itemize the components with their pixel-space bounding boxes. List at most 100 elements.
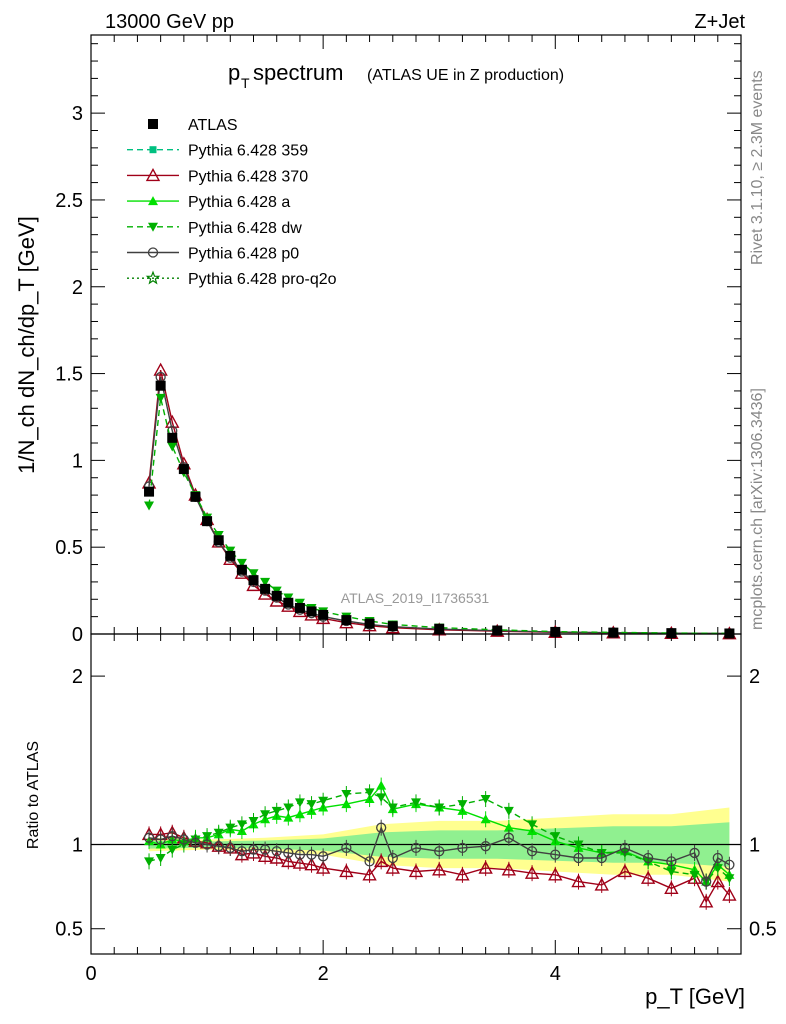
y-tick-label: 1 [72, 450, 83, 472]
ratio-point [434, 803, 445, 813]
atlas-data-point [318, 609, 329, 620]
atlas-data-point [260, 583, 271, 594]
atlas-data-point [225, 550, 236, 561]
ratio-point [722, 887, 737, 901]
ratio-point [526, 846, 538, 857]
ratio-point [364, 856, 375, 867]
ratio-point [167, 845, 178, 855]
ratio-point [689, 870, 700, 880]
ratio-point [385, 860, 400, 874]
ratio-point [373, 853, 389, 868]
ratio-point [144, 857, 155, 867]
ratio-point [155, 854, 166, 863]
ratio-point [617, 864, 633, 878]
header-left: 13000 GeV pp [105, 11, 234, 33]
ratio-point [408, 864, 424, 878]
ratio-point [213, 841, 224, 852]
atlas-data-point [387, 621, 398, 632]
y-tick-label: 1.5 [55, 364, 83, 386]
atlas-data-point [248, 575, 259, 586]
atlas-data-point [155, 380, 166, 391]
ratio-point [190, 837, 201, 848]
atlas-data-point [434, 623, 445, 634]
ratio-point [271, 806, 282, 816]
spectrum-point [260, 577, 271, 587]
ratio-point [480, 814, 491, 824]
atlas-data-point [666, 628, 677, 639]
spectrum-panel: 0 0.5 1 1.5 2 2.5 3 ATLAS_2019_I1736531 [55, 34, 742, 646]
ratio-series [141, 777, 737, 910]
ratio-point [457, 800, 468, 810]
ratio-point [143, 832, 155, 843]
spectrum-axis-ticks: 0 0.5 1 1.5 2 2.5 3 [55, 35, 741, 646]
ratio-point [596, 852, 607, 864]
atlas-data-point [167, 432, 178, 443]
ratio-point [550, 849, 561, 860]
ratio-point [701, 876, 712, 887]
legend-label: Pythia 6.428 a [188, 194, 290, 211]
mcplots-label: mcplots.cern.ch [arXiv:1306.3436] [749, 388, 766, 630]
ratio-point [710, 874, 725, 888]
ratio-point [364, 788, 375, 798]
legend: ATLAS Pythia 6.428 359 Pythia 6.428 370 Pyt… [127, 117, 337, 288]
title-rest: spectrum [253, 60, 343, 85]
ratio-point [387, 803, 398, 813]
ratio-point [236, 820, 247, 830]
ratio-point [283, 847, 294, 859]
x-tick-label: 2 [318, 963, 329, 985]
ratio-point [306, 800, 317, 810]
ratio-y-tick-label: 1 [72, 835, 83, 857]
ratio-point [712, 852, 723, 864]
ratio-point [341, 790, 352, 799]
ratio-point [362, 867, 377, 881]
atlas-data-point [178, 464, 189, 475]
ratio-y-tick-label: 0.5 [55, 919, 83, 941]
spectrum-point [155, 393, 166, 403]
atlas-data-point [283, 597, 294, 608]
atlas-data-point [144, 486, 155, 497]
ratio-frame [90, 633, 742, 955]
legend-marker [145, 270, 161, 285]
ratio-point [306, 849, 317, 860]
ratio-point [724, 874, 735, 884]
ratio-point [573, 852, 584, 864]
spectrum-point [165, 414, 180, 428]
ratio-point [387, 852, 398, 864]
ratio-point [410, 842, 422, 854]
ratio-point [304, 857, 319, 871]
ratio-point [257, 848, 273, 863]
ratio-point [260, 810, 271, 820]
y-tick-label: 2 [72, 277, 83, 299]
ratio-point [248, 844, 259, 855]
ratio-y-tick-label: 2 [72, 666, 83, 688]
ratio-point [315, 860, 331, 874]
ratio-point [640, 870, 656, 884]
y-tick-label: 0.5 [55, 537, 83, 559]
atlas-data-point [341, 615, 352, 626]
spectrum-point [236, 558, 247, 568]
ratio-point [548, 867, 563, 881]
y-axis-label-bottom: Ratio to ATLAS [25, 741, 42, 849]
header-right: Z+Jet [694, 11, 745, 33]
ratio-point [341, 842, 352, 854]
legend-marker [148, 222, 158, 232]
atlas-data-point [306, 606, 317, 617]
x-tick-label: 0 [85, 963, 96, 985]
spectrum-point [167, 442, 178, 452]
atlas-data-point [271, 590, 282, 601]
ratio-point [155, 834, 166, 845]
ratio-point [501, 862, 517, 876]
atlas-data-point [608, 627, 619, 638]
ratio-point [480, 841, 491, 852]
atlas-data-point [550, 626, 561, 637]
title-note: (ATLAS UE in Z production) [367, 67, 564, 84]
y-tick-label: 3 [72, 103, 83, 125]
legend-label: Pythia 6.428 pro-q2o [188, 271, 337, 288]
atlas-data-point [202, 516, 213, 527]
y-tick-label: 0 [72, 624, 83, 646]
ratio-point [225, 823, 236, 833]
ratio-point [376, 822, 387, 833]
legend-label: Pythia 6.428 dw [188, 220, 302, 237]
ratio-point [666, 867, 677, 877]
spectrum-point [153, 362, 168, 376]
